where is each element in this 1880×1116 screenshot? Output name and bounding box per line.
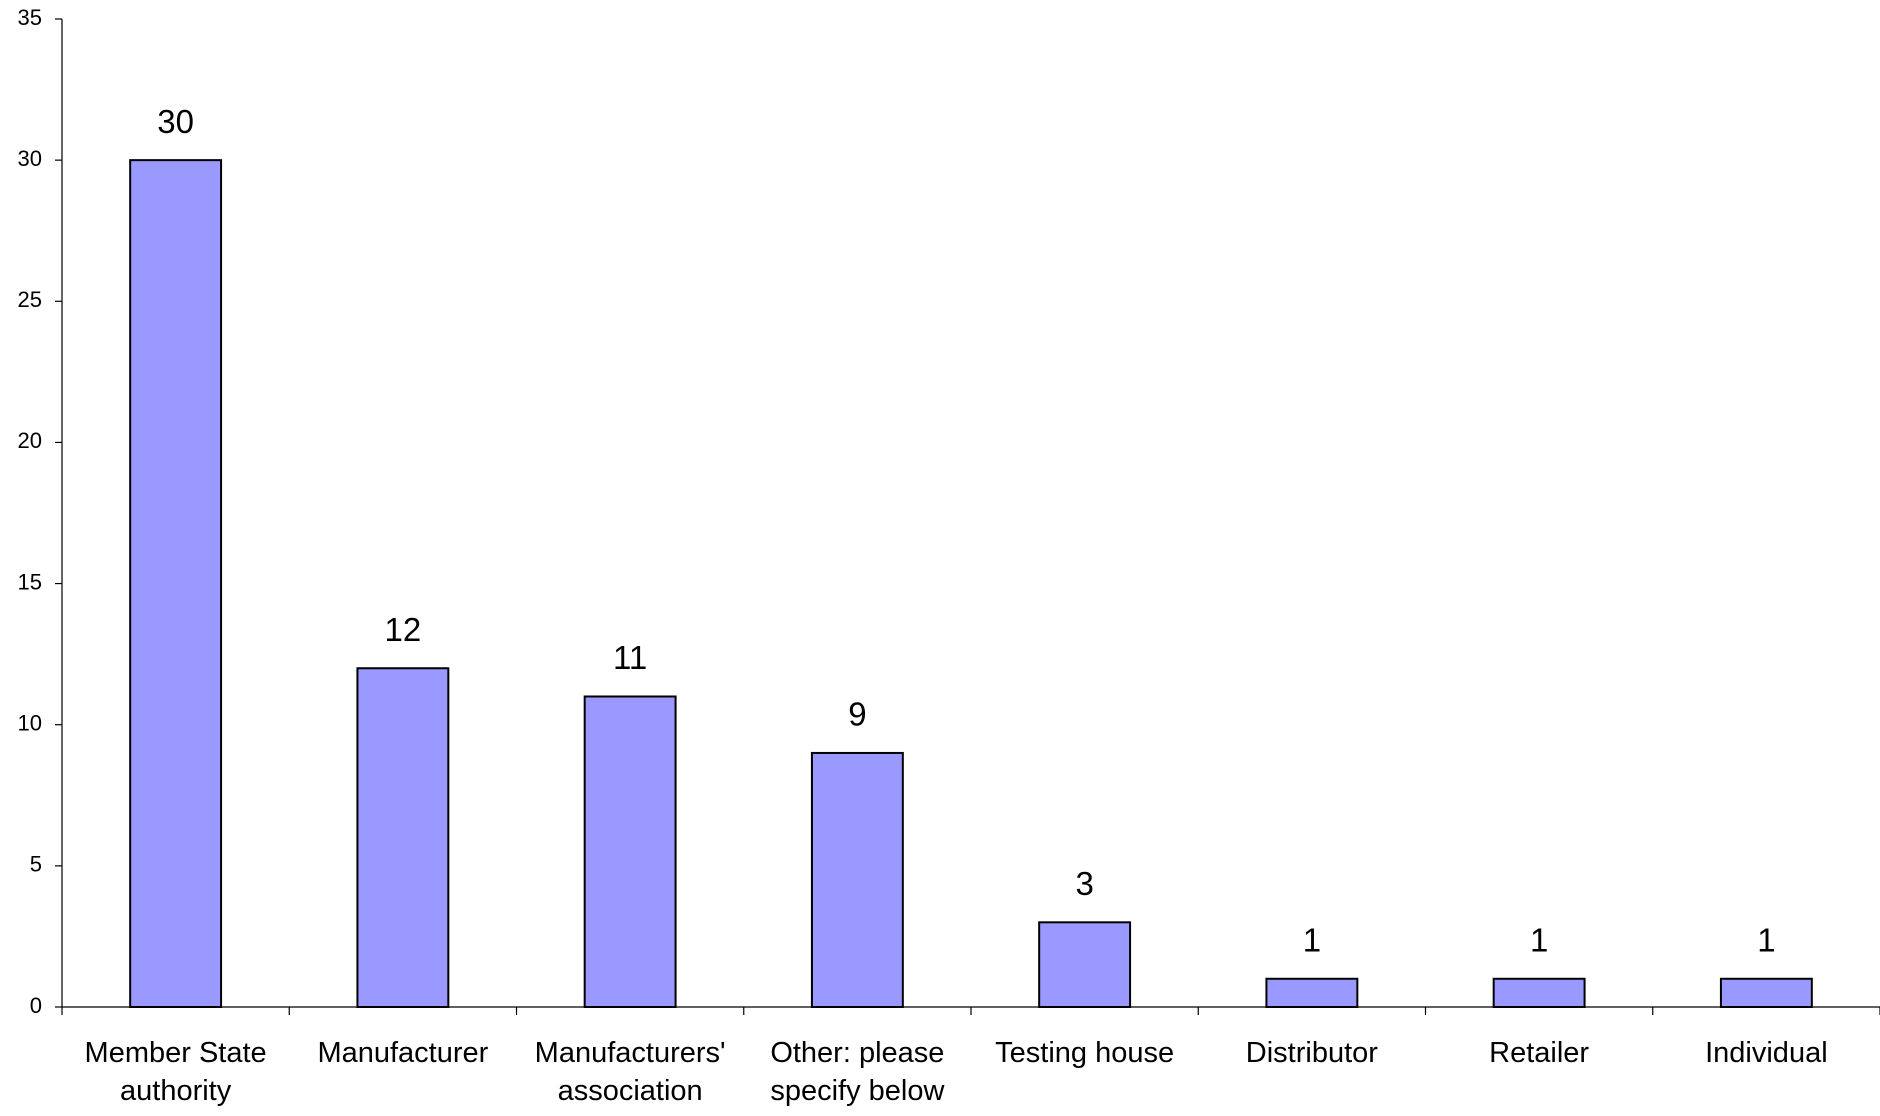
x-tick-label: Distributor xyxy=(1207,1034,1417,1072)
value-label: 30 xyxy=(157,103,194,140)
x-tick-label: Testing house xyxy=(980,1034,1190,1072)
bar xyxy=(1039,922,1130,1007)
page: 0510152025303530121193111 Member State a… xyxy=(0,0,1880,1116)
x-tick-label: Manufacturer xyxy=(298,1034,508,1072)
y-tick-label: 5 xyxy=(30,852,42,877)
y-tick-label: 35 xyxy=(18,5,42,30)
y-tick-label: 0 xyxy=(30,993,42,1018)
x-tick-label: Other: please specify below xyxy=(752,1034,962,1110)
bar xyxy=(1266,979,1357,1007)
y-tick-label: 30 xyxy=(18,146,42,171)
x-tick-label: Individual xyxy=(1661,1034,1871,1072)
bar xyxy=(812,753,903,1007)
y-tick-label: 20 xyxy=(18,428,42,453)
y-tick-label: 15 xyxy=(18,569,42,594)
y-tick-label: 10 xyxy=(18,711,42,736)
value-label: 9 xyxy=(848,696,866,733)
bar xyxy=(357,668,448,1007)
value-label: 1 xyxy=(1530,921,1548,958)
x-tick-label: Manufacturers' association xyxy=(525,1034,735,1110)
value-label: 12 xyxy=(385,611,422,648)
value-label: 11 xyxy=(613,639,647,676)
y-tick-label: 25 xyxy=(18,287,42,312)
bar xyxy=(585,696,676,1007)
bar xyxy=(130,160,221,1007)
chart: 0510152025303530121193111 xyxy=(0,0,1880,1116)
bar xyxy=(1721,979,1812,1007)
value-label: 3 xyxy=(1075,865,1093,902)
x-tick-label: Retailer xyxy=(1434,1034,1644,1072)
value-label: 1 xyxy=(1303,921,1321,958)
value-label: 1 xyxy=(1757,921,1775,958)
x-tick-label: Member State authority xyxy=(71,1034,281,1110)
bar xyxy=(1494,979,1585,1007)
